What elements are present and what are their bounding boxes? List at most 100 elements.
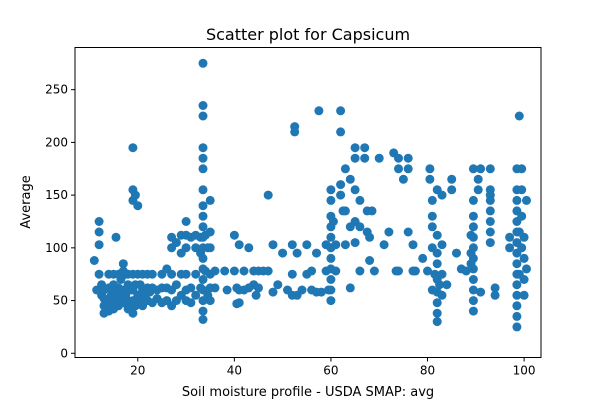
data-point [345, 283, 355, 293]
data-point [210, 283, 220, 293]
data-point [302, 240, 312, 250]
data-point [517, 164, 527, 174]
data-point [307, 266, 317, 276]
data-point [251, 290, 261, 300]
data-point [437, 190, 447, 200]
data-point [408, 240, 418, 250]
data-point [461, 266, 471, 276]
data-point [340, 206, 350, 216]
data-point [210, 266, 220, 276]
data-point [435, 280, 445, 290]
data-point [365, 232, 375, 242]
data-point [519, 232, 529, 242]
data-point [198, 111, 208, 121]
data-point [522, 195, 531, 205]
data-point [522, 264, 531, 274]
data-point [374, 153, 384, 163]
data-point [263, 190, 273, 200]
x-tick-label: 100 [513, 364, 536, 378]
plot-frame [74, 47, 542, 358]
data-point [473, 174, 483, 184]
data-point [355, 266, 365, 276]
data-point [468, 275, 478, 284]
data-point [485, 227, 495, 237]
data-point [468, 164, 478, 174]
data-point [314, 106, 324, 116]
data-point [244, 243, 254, 253]
data-point [512, 280, 522, 290]
data-point [468, 253, 478, 263]
data-point [94, 240, 104, 250]
data-point [432, 317, 442, 327]
data-point [437, 290, 447, 300]
data-point [452, 248, 461, 258]
data-point [468, 232, 478, 242]
data-point [355, 195, 365, 205]
data-point [505, 232, 515, 242]
y-axis-ticks: 0 50 100 150 200 250 [45, 83, 75, 360]
data-point [198, 315, 208, 324]
data-point [198, 164, 208, 174]
data-point [432, 230, 442, 240]
data-point [427, 211, 437, 221]
data-point [432, 298, 442, 308]
data-point [94, 269, 104, 279]
data-point [360, 143, 370, 153]
data-point [398, 174, 408, 184]
data-point [394, 266, 403, 276]
data-point [367, 206, 377, 216]
data-point [186, 298, 196, 308]
chart-title: Scatter plot for Capsicum [206, 25, 410, 44]
data-point [468, 296, 478, 306]
data-point [468, 306, 478, 316]
data-point [519, 290, 529, 300]
data-point [350, 143, 360, 153]
data-point [423, 266, 432, 276]
data-point [290, 127, 300, 137]
data-point [222, 285, 232, 295]
data-point [229, 230, 239, 240]
data-points [89, 58, 531, 332]
data-point [287, 240, 297, 250]
data-point [519, 275, 529, 284]
data-point [336, 106, 346, 116]
x-tick-label: 60 [323, 364, 338, 378]
data-point [326, 285, 336, 295]
data-point [360, 153, 370, 163]
y-axis-label: Average [19, 175, 34, 228]
data-point [512, 311, 522, 321]
data-point [128, 308, 138, 318]
data-point [394, 164, 403, 174]
y-tick-label: 0 [60, 346, 68, 360]
data-point [394, 153, 403, 163]
data-point [94, 227, 104, 237]
data-point [326, 275, 336, 284]
y-tick-label: 100 [45, 241, 68, 255]
data-point [468, 243, 478, 253]
data-point [517, 243, 527, 253]
data-point [336, 180, 346, 190]
data-point [234, 240, 244, 250]
data-point [485, 206, 495, 216]
data-point [345, 174, 355, 184]
data-point [485, 217, 495, 226]
data-point [198, 201, 208, 211]
data-point [468, 222, 478, 232]
data-point [297, 285, 307, 295]
data-point [473, 185, 483, 195]
data-point [287, 269, 297, 279]
data-point [340, 164, 350, 174]
data-point [336, 127, 346, 137]
data-point [326, 185, 336, 195]
data-point [432, 248, 442, 258]
data-point [205, 227, 215, 237]
data-point [350, 153, 360, 163]
data-point [403, 153, 413, 163]
data-point [167, 269, 177, 279]
data-point [198, 222, 208, 232]
data-point [278, 248, 288, 258]
data-point [181, 217, 191, 226]
data-point [427, 222, 437, 232]
data-point [198, 275, 208, 284]
data-point [425, 174, 435, 184]
